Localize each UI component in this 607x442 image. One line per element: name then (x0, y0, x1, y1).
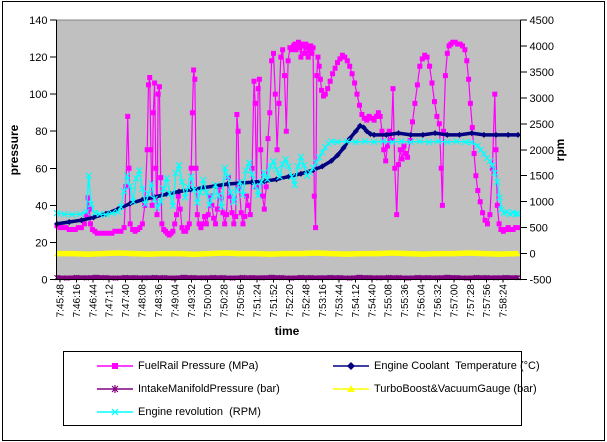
svg-text:120: 120 (29, 52, 47, 64)
left-axis-tick-labels: 0 20 40 60 80 100 120 140 (29, 15, 47, 287)
svg-text:7:53:44: 7:53:44 (335, 284, 346, 318)
svg-text:7:47:40: 7:47:40 (121, 284, 132, 318)
svg-text:7:48:08: 7:48:08 (138, 284, 149, 318)
svg-text:7:52:48: 7:52:48 (302, 284, 313, 318)
svg-text:40: 40 (35, 200, 47, 212)
svg-text:7:53:16: 7:53:16 (318, 284, 329, 318)
svg-text:7:49:32: 7:49:32 (187, 284, 198, 318)
legend-marker-x-icon (97, 408, 133, 415)
legend-label: IntakeManifoldPressure (bar) (138, 382, 280, 395)
legend: FuelRail Pressure (MPa) Engine Coolant Te… (63, 351, 540, 426)
legend-marker-diamond-icon (333, 361, 369, 370)
svg-text:7:47:12: 7:47:12 (105, 284, 116, 318)
legend-marker-star-icon (97, 384, 133, 393)
svg-text:60: 60 (35, 163, 47, 175)
series-turboboost-vacuumgauge-bar (54, 250, 521, 258)
svg-text:140: 140 (29, 15, 47, 27)
legend-label: Engine revolution (RPM) (138, 405, 261, 418)
svg-text:4500: 4500 (530, 15, 554, 27)
svg-text:7:48:36: 7:48:36 (154, 284, 165, 318)
svg-text:100: 100 (29, 89, 47, 101)
svg-text:500: 500 (530, 223, 548, 235)
svg-text:2500: 2500 (530, 119, 554, 131)
legend-item-fuelrail-pressure-mpa: FuelRail Pressure (MPa) (64, 354, 300, 377)
svg-text:7:51:24: 7:51:24 (252, 284, 263, 318)
svg-text:7:55:36: 7:55:36 (400, 284, 411, 318)
svg-text:7:57:56: 7:57:56 (482, 284, 493, 318)
legend-marker-square-icon (97, 362, 133, 369)
svg-text:7:46:16: 7:46:16 (72, 284, 83, 318)
svg-text:80: 80 (35, 126, 47, 138)
svg-text:4000: 4000 (530, 41, 554, 53)
right-axis-tick-labels: -500 0 500 1000 1500 2000 2500 3000 3500 4000 4500 (530, 15, 554, 287)
x-axis-title: time (274, 324, 300, 338)
svg-text:7:50:00: 7:50:00 (203, 284, 214, 318)
svg-text:7:51:52: 7:51:52 (269, 284, 280, 318)
triangle-markers (54, 250, 521, 257)
svg-text:7:49:04: 7:49:04 (170, 284, 181, 318)
diamond-markers (54, 122, 521, 227)
svg-text:1000: 1000 (530, 197, 554, 209)
svg-text:2000: 2000 (530, 145, 554, 157)
legend-item-turboboost-vacuumgauge-bar: TurboBoost&VacuumGauge (bar) (300, 377, 540, 400)
svg-text:7:46:44: 7:46:44 (88, 284, 99, 318)
svg-text:0: 0 (41, 275, 47, 287)
svg-text:7:45:48: 7:45:48 (56, 284, 67, 318)
svg-text:7:50:56: 7:50:56 (236, 284, 247, 318)
svg-text:7:56:32: 7:56:32 (433, 284, 444, 318)
left-axis-title: pressure (7, 124, 21, 176)
svg-text:-500: -500 (530, 275, 552, 287)
svg-text:0: 0 (530, 249, 536, 261)
legend-label: FuelRail Pressure (MPa) (138, 359, 259, 372)
svg-text:7:54:12: 7:54:12 (351, 284, 362, 318)
svg-text:1500: 1500 (530, 171, 554, 183)
x-axis-tick-labels: 7:45:48 7:46:16 7:46:44 7:47:12 7:47:40 7:48:… (56, 284, 510, 318)
svg-text:3000: 3000 (530, 93, 554, 105)
svg-text:7:58:24: 7:58:24 (499, 284, 510, 318)
svg-text:7:50:28: 7:50:28 (220, 284, 231, 318)
svg-text:7:55:08: 7:55:08 (384, 284, 395, 318)
svg-text:7:56:04: 7:56:04 (417, 284, 428, 318)
svg-text:7:54:40: 7:54:40 (367, 284, 378, 318)
legend-item-engine-coolant-temperature-c: Engine Coolant Temperature (°C) (300, 354, 540, 377)
svg-text:7:52:20: 7:52:20 (285, 284, 296, 318)
legend-item-engine-revolution-rpm: Engine revolution (RPM) (64, 400, 300, 423)
legend-label: Engine Coolant Temperature (°C) (374, 359, 540, 372)
legend-marker-triangle-icon (333, 384, 369, 392)
legend-item-intakemanifoldpressure-bar: IntakeManifoldPressure (bar) (64, 377, 300, 400)
svg-text:3500: 3500 (530, 67, 554, 79)
axes (50, 19, 527, 283)
svg-text:7:57:00: 7:57:00 (449, 284, 460, 318)
svg-text:7:57:28: 7:57:28 (466, 284, 477, 318)
right-axis-title: rpm (553, 138, 567, 162)
chart-plot: 0 20 40 60 80 100 120 140 -500 0 500 1000 1500 2000 25… (29, 15, 554, 318)
svg-text:20: 20 (35, 237, 47, 249)
legend-label: TurboBoost&VacuumGauge (bar) (374, 382, 537, 395)
